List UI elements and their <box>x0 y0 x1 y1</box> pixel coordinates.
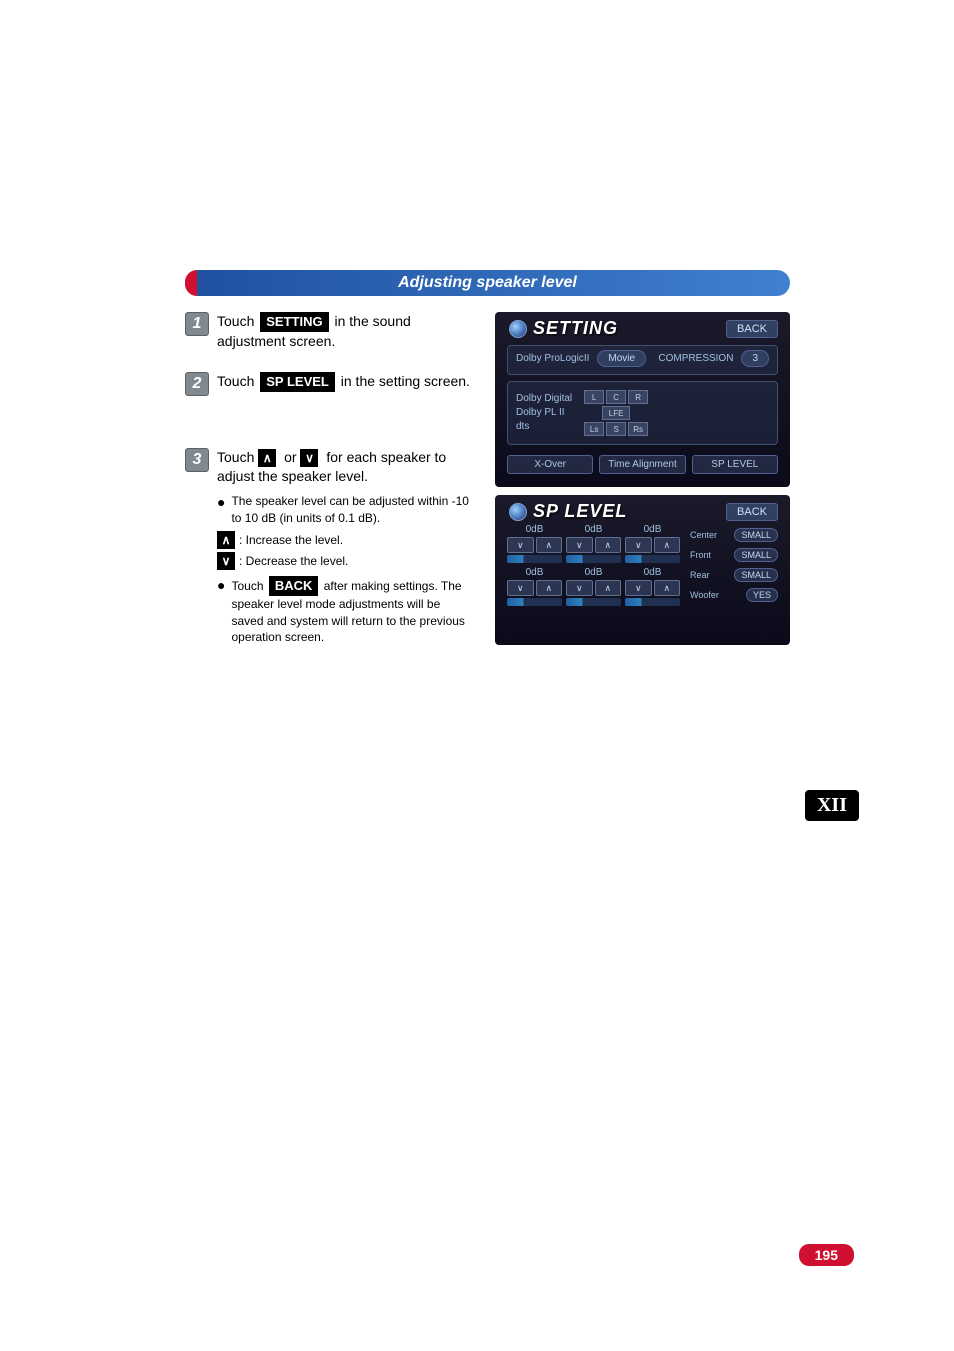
level-up[interactable]: ∧ <box>654 580 681 596</box>
step-number: 1 <box>185 312 209 336</box>
bullet-item: ● Touch BACK after making settings. The … <box>217 576 475 647</box>
level-cell: 0dB ∨∧ <box>566 524 621 563</box>
front-size[interactable]: SMALL <box>734 548 778 562</box>
step-2: 2 Touch SP LEVEL in the setting screen. <box>185 372 475 396</box>
movie-button[interactable]: Movie <box>597 350 646 367</box>
level-cell: 0dB ∨∧ <box>507 524 562 563</box>
rear-size[interactable]: SMALL <box>734 568 778 582</box>
level-bar <box>566 598 621 606</box>
level-up[interactable]: ∧ <box>654 537 681 553</box>
note-icon <box>509 503 527 521</box>
screen-title: SETTING <box>533 318 618 339</box>
screen-title: SP LEVEL <box>533 501 627 522</box>
increase-note: ∧ : Increase the level. <box>217 531 475 549</box>
page-number: 195 <box>799 1244 854 1266</box>
time-alignment-tab[interactable]: Time Alignment <box>599 455 685 474</box>
splevel-screen: SP LEVEL BACK 0dB ∨∧ 0dB ∨∧ <box>495 495 790 645</box>
section-header: Adjusting speaker level <box>185 270 790 296</box>
level-down[interactable]: ∨ <box>507 580 534 596</box>
splevel-side: CenterSMALL FrontSMALL RearSMALL WooferY… <box>690 524 778 606</box>
level-bar <box>507 598 562 606</box>
back-button[interactable]: BACK <box>726 503 778 521</box>
level-down[interactable]: ∨ <box>625 580 652 596</box>
prologic-label: Dolby ProLogicII <box>516 353 589 364</box>
level-cell: 0dB ∨∧ <box>625 567 680 606</box>
chapter-tab: XII <box>805 790 859 821</box>
compression-label: COMPRESSION <box>658 353 733 364</box>
level-bar <box>566 555 621 563</box>
speaker-diagram: L C R LFE Ls S Rs <box>584 390 648 436</box>
woofer-size[interactable]: YES <box>746 588 778 602</box>
level-up[interactable]: ∧ <box>536 537 563 553</box>
level-down[interactable]: ∨ <box>507 537 534 553</box>
compression-value[interactable]: 3 <box>741 350 769 367</box>
level-grid: 0dB ∨∧ 0dB ∨∧ 0dB ∨∧ <box>507 524 680 606</box>
bullet-icon: ● <box>217 493 225 513</box>
decrease-note: ∨ : Decrease the level. <box>217 552 475 570</box>
back-button[interactable]: BACK <box>726 320 778 338</box>
bullet-icon: ● <box>217 576 225 596</box>
level-down[interactable]: ∨ <box>625 537 652 553</box>
level-bar <box>625 555 680 563</box>
splevel-tab[interactable]: SP LEVEL <box>692 455 778 474</box>
level-up[interactable]: ∧ <box>536 580 563 596</box>
level-cell: 0dB ∨∧ <box>625 524 680 563</box>
level-down[interactable]: ∨ <box>566 580 593 596</box>
note-icon <box>509 320 527 338</box>
screenshots-column: SETTING BACK Dolby ProLogicII Movie COMP… <box>495 312 790 666</box>
step-number: 2 <box>185 372 209 396</box>
level-down[interactable]: ∨ <box>566 537 593 553</box>
step-1: 1 Touch SETTING in the sound adjustment … <box>185 312 475 352</box>
setting-screen: SETTING BACK Dolby ProLogicII Movie COMP… <box>495 312 790 487</box>
splevel-button-label: SP LEVEL <box>260 372 335 392</box>
down-arrow-icon: ∨ <box>217 552 235 570</box>
step-text: Touch ∧ or ∨ for each speaker to adjust … <box>217 448 475 487</box>
dolby-labels: Dolby Digital Dolby PL II dts <box>516 392 572 434</box>
level-bar <box>507 555 562 563</box>
back-button-label: BACK <box>269 576 319 596</box>
step-text: Touch SETTING in the sound adjustment sc… <box>217 312 475 352</box>
xover-tab[interactable]: X-Over <box>507 455 593 474</box>
step-3: 3 Touch ∧ or ∨ for each speaker to adjus… <box>185 448 475 646</box>
instructions-column: 1 Touch SETTING in the sound adjustment … <box>185 312 475 666</box>
level-cell: 0dB ∨∧ <box>566 567 621 606</box>
setting-button-label: SETTING <box>260 312 328 332</box>
center-size[interactable]: SMALL <box>734 528 778 542</box>
level-up[interactable]: ∧ <box>595 580 622 596</box>
up-arrow-icon: ∧ <box>217 531 235 549</box>
section-title: Adjusting speaker level <box>398 274 577 291</box>
level-up[interactable]: ∧ <box>595 537 622 553</box>
down-arrow-icon: ∨ <box>300 449 318 467</box>
level-bar <box>625 598 680 606</box>
up-arrow-icon: ∧ <box>258 449 276 467</box>
bullet-item: ● The speaker level can be adjusted with… <box>217 493 475 527</box>
step-text: Touch SP LEVEL in the setting screen. <box>217 372 470 392</box>
step-number: 3 <box>185 448 209 472</box>
level-cell: 0dB ∨∧ <box>507 567 562 606</box>
